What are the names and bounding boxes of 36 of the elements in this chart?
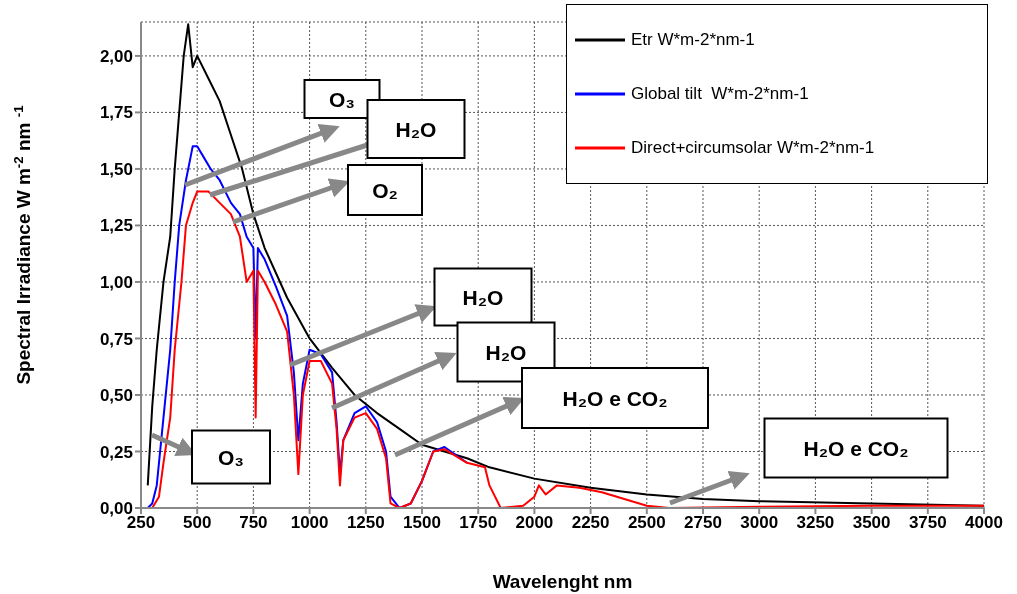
legend-label: Global tilt W*m-2*nm-1 [631, 84, 809, 104]
x-tick-label: 2000 [515, 513, 554, 533]
legend-label: Direct+circumsolar W*m-2*nm-1 [631, 138, 875, 158]
annotation: H₂O [395, 118, 437, 141]
x-tick-label: 3000 [740, 513, 779, 533]
x-tick-label: 3500 [852, 513, 891, 533]
x-tick-label: 4000 [965, 513, 1003, 533]
x-tick-label: 2750 [684, 513, 722, 533]
annotation: H₂O [462, 286, 504, 309]
annotation: O₂ [372, 179, 398, 202]
y-tick-label: 0,75 [99, 329, 133, 349]
x-tick-label: 1250 [346, 513, 385, 533]
x-axis-title: Wavelenght nm [492, 571, 633, 592]
x-tick-label: 1000 [290, 513, 329, 533]
y-tick-label: 0,25 [99, 442, 133, 462]
y-tick-label: 1,75 [99, 103, 133, 123]
annotation: H₂O [485, 341, 527, 364]
x-tick-label: 250 [126, 513, 156, 533]
annotation: H₂O e CO₂ [562, 387, 668, 410]
x-tick-label: 3750 [908, 513, 947, 533]
y-tick-label: 0,50 [99, 386, 133, 406]
y-tick-label: 1,00 [99, 272, 133, 292]
x-tick-label: 2250 [571, 513, 610, 533]
y-tick-label: 1,25 [99, 216, 133, 236]
annotation: H₂O e CO₂ [803, 437, 909, 460]
x-tick-label: 2500 [627, 513, 666, 533]
x-tick-label: 750 [239, 513, 268, 533]
y-tick-label: 2,00 [99, 46, 133, 66]
annotation: O₃ [328, 88, 356, 111]
y-tick-label: 1,50 [99, 159, 133, 179]
x-tick-label: 1500 [403, 513, 441, 533]
x-tick-label: 500 [183, 513, 212, 533]
x-tick-label: 3250 [796, 513, 835, 533]
annotation: O₃ [217, 446, 245, 469]
x-tick-label: 1750 [459, 513, 498, 533]
legend-label: Etr W*m-2*nm-1 [631, 30, 755, 50]
